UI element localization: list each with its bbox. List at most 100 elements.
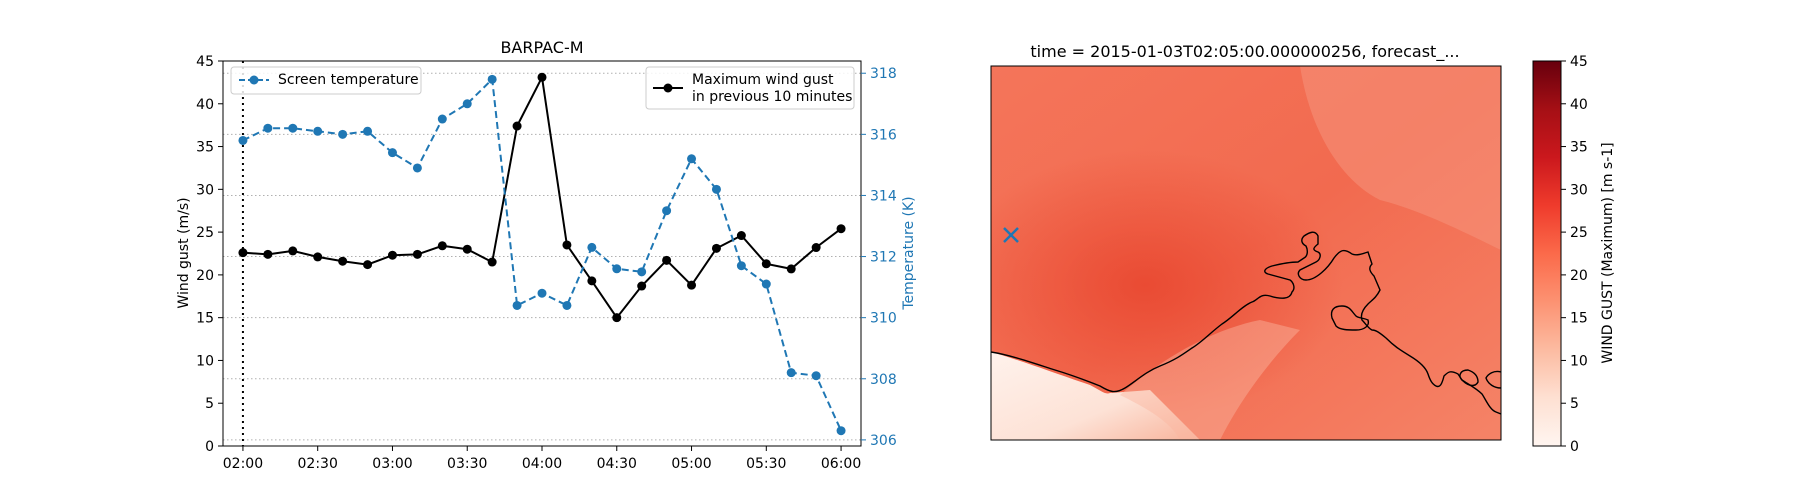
data-point (288, 123, 298, 133)
data-point (263, 249, 273, 259)
data-point (811, 243, 821, 253)
right-axis-ticks: 306 308 310 312 314 316 318 (861, 66, 897, 449)
colorbar-tick-label: 40 (1570, 97, 1588, 113)
right-tick-label: 316 (870, 127, 897, 143)
map-frame (990, 65, 1502, 441)
series-line (242, 77, 843, 432)
data-point (786, 264, 796, 274)
data-point (761, 259, 771, 269)
map-high-gust-region (991, 120, 1400, 420)
data-point (711, 184, 721, 194)
left-tick-label: 15 (196, 311, 214, 327)
colorbar-ticks: 0 5 10 15 20 25 30 35 40 45 (1561, 54, 1588, 455)
wind-legend-label-line1: Maximum wind gust (692, 72, 834, 88)
data-point (487, 257, 497, 267)
colorbar-tick-label: 0 (1570, 439, 1579, 455)
data-point (412, 163, 422, 173)
data-point (238, 248, 248, 258)
data-point (811, 371, 821, 381)
right-tick-label: 306 (870, 433, 897, 449)
data-point (711, 243, 721, 253)
data-point (338, 129, 348, 139)
timeseries-chart: BARPAC-M 02:00 02:30 03:00 03:30 04:00 04:30 0… (176, 38, 917, 472)
temperature-legend: Screen temperature (230, 66, 422, 95)
data-point (612, 313, 622, 323)
series-line (242, 74, 842, 320)
data-point (587, 276, 597, 286)
coastline-inlet (1459, 369, 1501, 389)
data-point (512, 300, 522, 310)
data-point (537, 288, 547, 298)
x-tick-label: 05:30 (746, 456, 786, 472)
data-point (662, 206, 672, 216)
left-tick-label: 25 (196, 225, 214, 241)
data-point (637, 267, 647, 277)
right-tick-label: 310 (870, 311, 897, 327)
x-tick-label: 06:00 (821, 456, 861, 472)
left-tick-label: 10 (196, 353, 214, 369)
station-marker (1003, 227, 1019, 243)
data-point (587, 242, 597, 252)
left-tick-label: 20 (196, 268, 214, 284)
wind-legend-marker (663, 83, 673, 93)
data-point (562, 300, 572, 310)
data-point (437, 114, 447, 124)
data-point (537, 72, 547, 82)
data-point (412, 249, 422, 259)
temperature-legend-box (230, 66, 422, 95)
x-tick-label: 03:00 (372, 456, 412, 472)
right-tick-label: 314 (870, 188, 897, 204)
data-point (313, 126, 323, 136)
left-tick-label: 0 (205, 439, 214, 455)
data-point (637, 281, 647, 291)
left-axis-label: Wind gust (m/s) (176, 197, 192, 308)
screen-temperature-series (238, 74, 846, 436)
data-point (487, 74, 497, 84)
data-point (761, 279, 771, 289)
temperature-legend-marker (249, 75, 259, 85)
colorbar-tick-label: 25 (1570, 225, 1588, 241)
right-tick-label: 308 (870, 372, 897, 388)
wind-legend-box (645, 66, 855, 110)
right-tick-label: 312 (870, 250, 897, 266)
x-tick-label: 02:00 (223, 456, 263, 472)
coastline-island (1330, 305, 1370, 331)
data-point (238, 135, 248, 145)
coastline (991, 231, 1501, 415)
data-point (387, 250, 397, 260)
data-point (736, 261, 746, 271)
colorbar-tick-label: 30 (1570, 182, 1588, 198)
colorbar-tick-label: 45 (1570, 54, 1588, 70)
x-tick-label: 02:30 (298, 456, 338, 472)
wind-legend: Maximum wind gust in previous 10 minutes (645, 66, 855, 110)
x-tick-label: 03:30 (447, 456, 487, 472)
wind-gust-map: time = 2015-01-03T02:05:00.000000256, fo… (990, 42, 1616, 455)
map-streaks (1120, 320, 1300, 440)
colorbar-tick-label: 5 (1570, 396, 1579, 412)
map-field (991, 66, 1501, 440)
left-axis-ticks: 0 5 10 15 20 25 30 35 40 45 (196, 54, 223, 455)
data-point (313, 252, 323, 262)
x-tick-label: 04:00 (522, 456, 562, 472)
data-point (786, 368, 796, 378)
data-point (736, 231, 746, 241)
data-point (462, 99, 472, 109)
colorbar-tick-label: 35 (1570, 140, 1588, 156)
data-point (363, 260, 373, 270)
data-point (437, 241, 447, 251)
data-point (562, 240, 572, 250)
map-title: time = 2015-01-03T02:05:00.000000256, fo… (1030, 42, 1459, 62)
colorbar (1532, 60, 1562, 447)
data-point (338, 256, 348, 266)
data-point (687, 154, 697, 164)
data-point (263, 123, 273, 133)
data-point (687, 280, 697, 290)
colorbar-tick-label: 20 (1570, 268, 1588, 284)
left-tick-label: 40 (196, 97, 214, 113)
data-point (662, 255, 672, 265)
colorbar-label: WIND GUST (Maximum) [m s-1] (1600, 142, 1616, 363)
data-point (288, 246, 298, 256)
x-tick-label: 04:30 (597, 456, 637, 472)
chart-title: BARPAC-M (500, 38, 583, 57)
